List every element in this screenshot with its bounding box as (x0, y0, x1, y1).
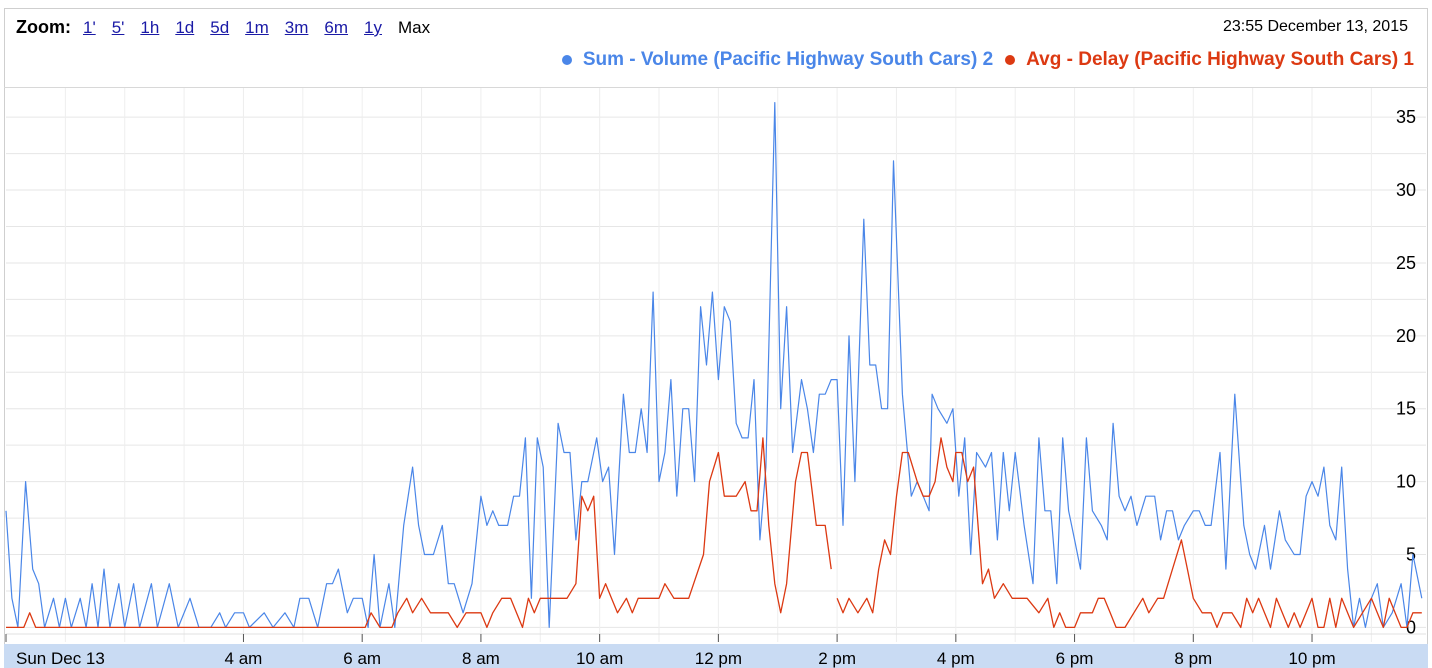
x-tick-label: 8 am (462, 649, 500, 668)
legend-dot-icon (561, 55, 572, 65)
x-tick-label: 2 pm (818, 649, 856, 668)
y-tick-label: 30 (1396, 180, 1416, 200)
y-tick-label: 10 (1396, 472, 1416, 492)
y-tick-label: 25 (1396, 253, 1416, 273)
zoom-link-5min[interactable]: 5' (111, 18, 125, 37)
zoom-link-1y[interactable]: 1y (364, 18, 382, 37)
legend-label-volume: Sum - Volume (Pacific Highway South Cars… (582, 49, 994, 70)
y-tick-label: 20 (1396, 326, 1416, 346)
y-tick-label: 35 (1396, 107, 1416, 127)
x-tick-label: 12 pm (695, 649, 742, 668)
series-line-delay (836, 437, 1422, 629)
header-divider (4, 87, 1428, 88)
legend-item-delay[interactable]: Avg - Delay (Pacific Highway South Cars)… (1005, 49, 1414, 71)
y-tick-label: 5 (1406, 545, 1416, 565)
zoom-link-6m[interactable]: 6m (324, 18, 349, 37)
x-axis-band (4, 644, 1428, 668)
x-tick-label: 4 pm (937, 649, 975, 668)
x-tick-label: 6 am (343, 649, 381, 668)
zoom-bar: Zoom: 1' 5' 1h 1d 5d 1m 3m 6m 1y Max (16, 17, 430, 38)
y-tick-label: 15 (1396, 399, 1416, 419)
zoom-link-5d[interactable]: 5d (210, 18, 230, 37)
legend-label-delay: Avg - Delay (Pacific Highway South Cars)… (1026, 49, 1414, 70)
legend-dot-icon (1005, 55, 1016, 65)
current-datetime: 23:55 December 13, 2015 (1222, 18, 1408, 35)
zoom-link-3m[interactable]: 3m (284, 18, 309, 37)
zoom-current-max: Max (398, 18, 431, 37)
zoom-link-1m[interactable]: 1m (245, 18, 269, 37)
x-tick-label: 8 pm (1174, 649, 1212, 668)
x-tick-label: 6 pm (1056, 649, 1094, 668)
series-line-delay (6, 437, 832, 629)
zoom-link-1min[interactable]: 1' (82, 18, 96, 37)
x-tick-label: 10 pm (1288, 649, 1335, 668)
zoom-link-1d[interactable]: 1d (175, 18, 195, 37)
x-tick-label: 4 am (225, 649, 263, 668)
zoom-link-1h[interactable]: 1h (140, 18, 160, 37)
x-tick-label: Sun Dec 13 (16, 649, 105, 668)
x-tick-label: 10 am (576, 649, 623, 668)
chart-legend: Sum - Volume (Pacific Highway South Cars… (561, 49, 1414, 71)
y-tick-label: 0 (1406, 617, 1416, 637)
legend-item-volume[interactable]: Sum - Volume (Pacific Highway South Cars… (561, 49, 994, 71)
series-line-volume (5, 101, 1423, 629)
zoom-label: Zoom: (16, 17, 71, 37)
